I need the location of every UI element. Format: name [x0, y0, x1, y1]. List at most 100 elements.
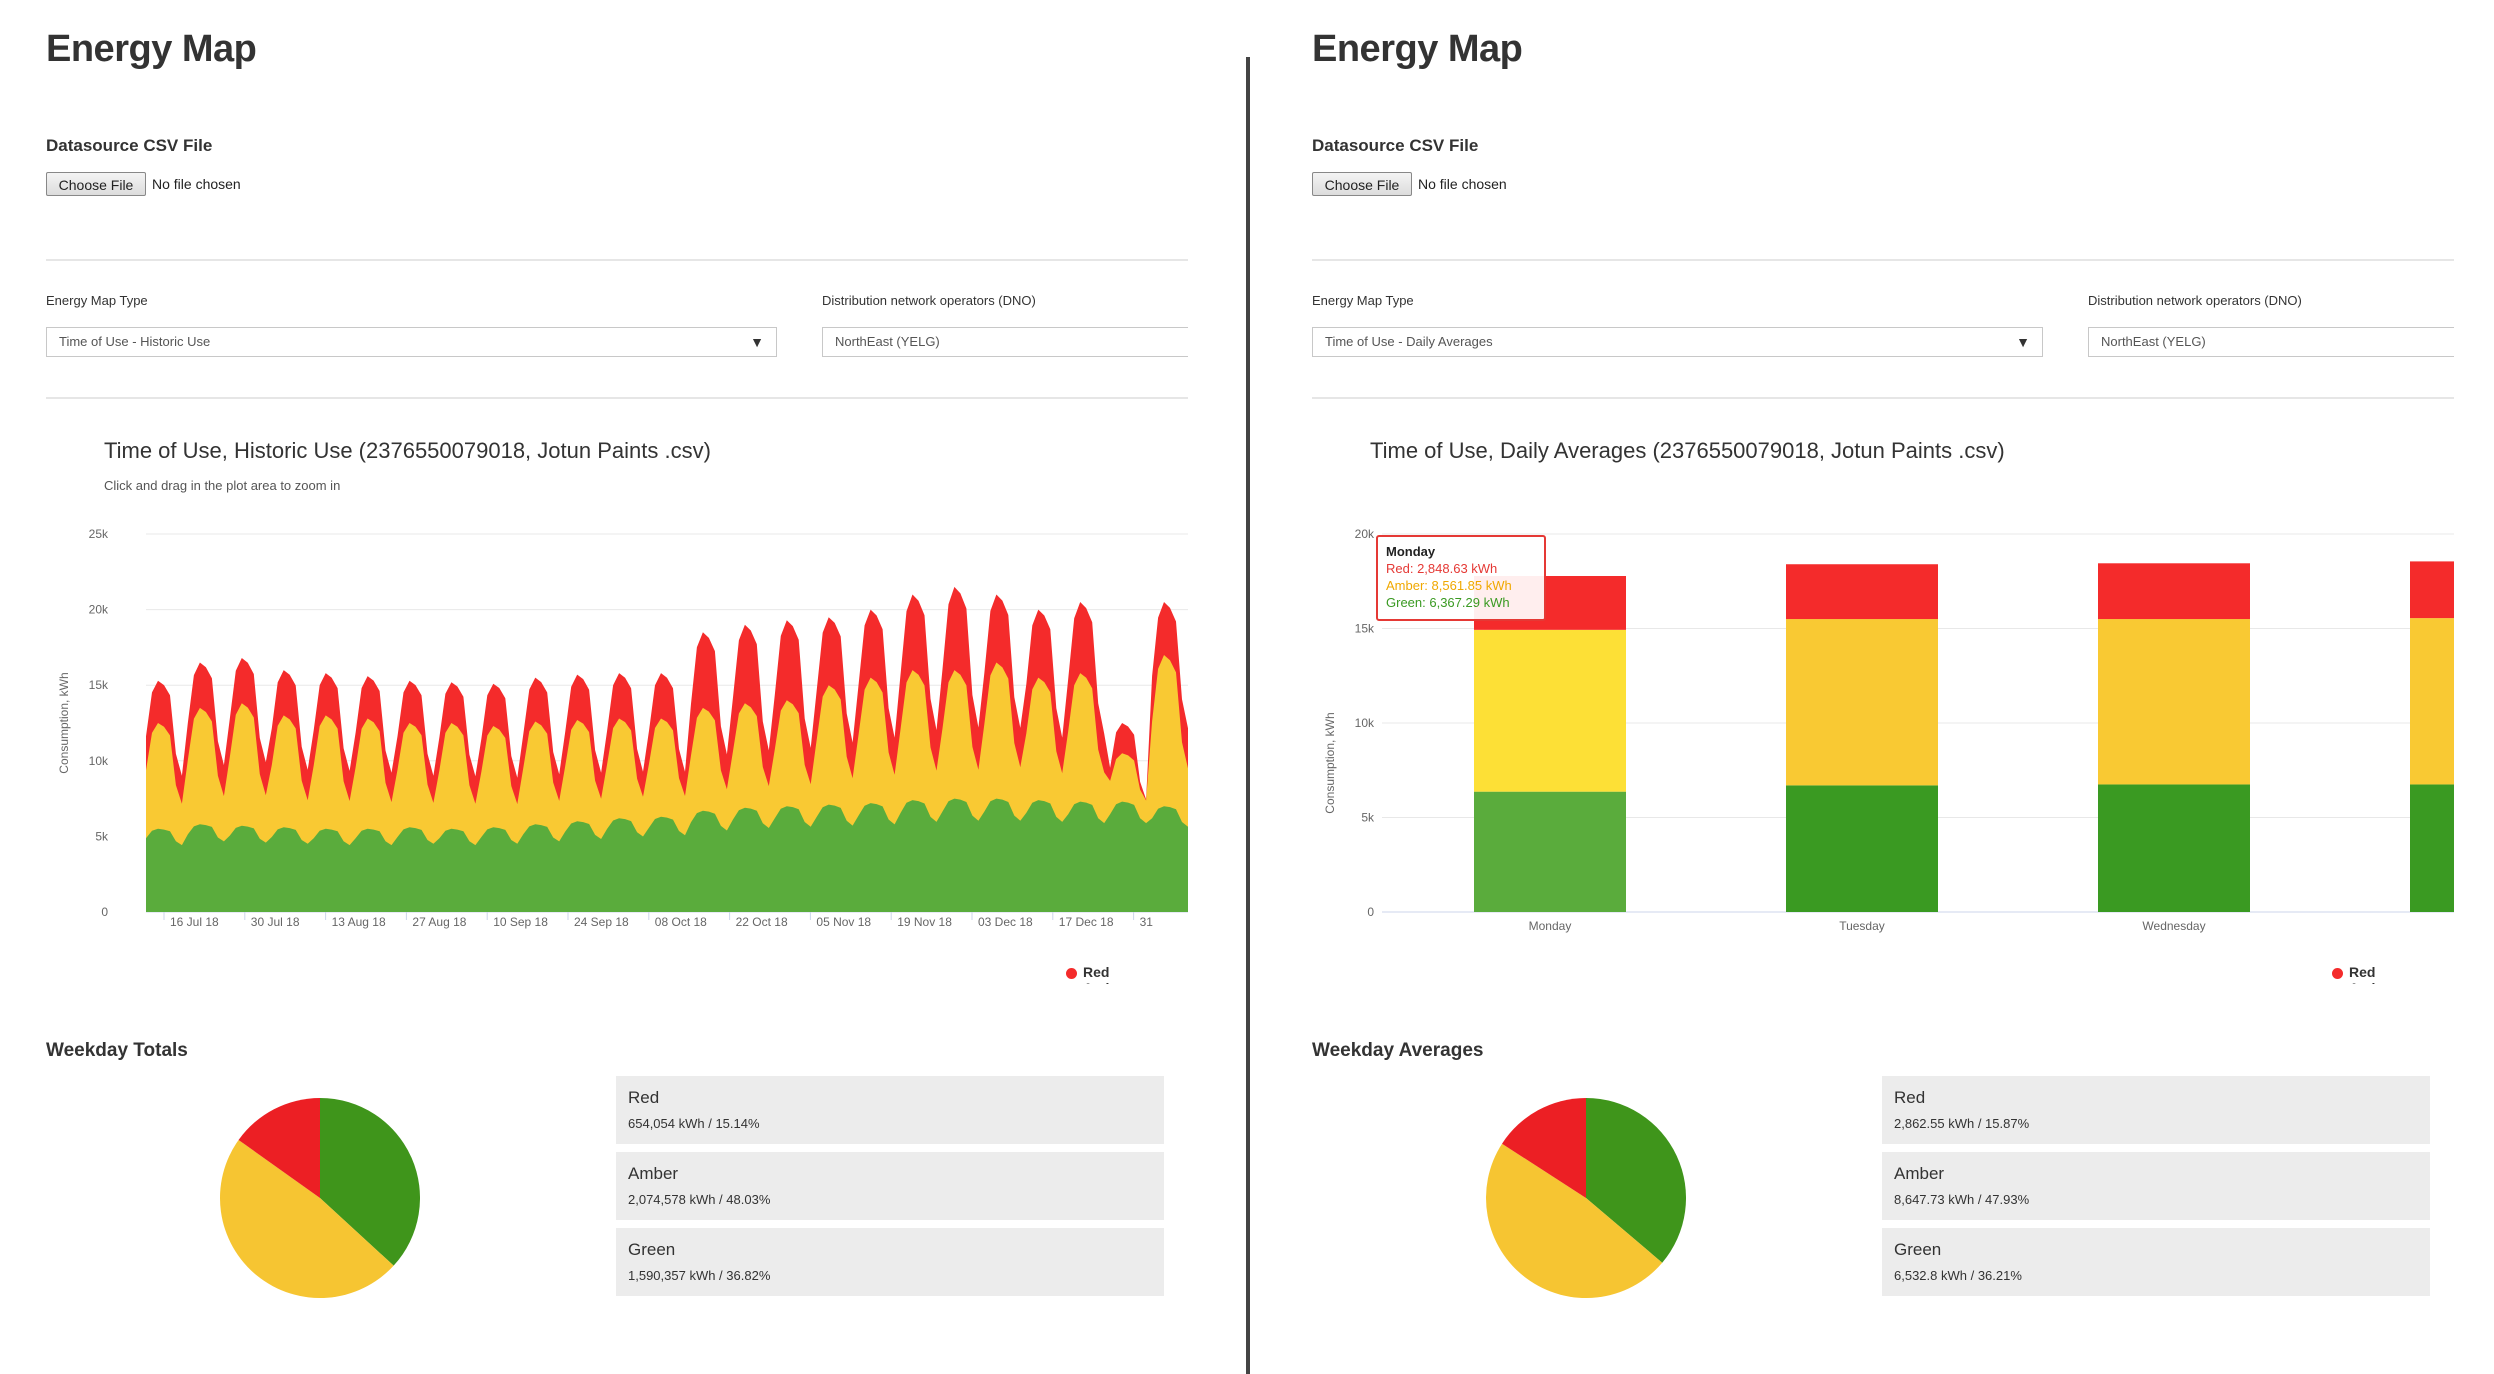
y-tick-label: 10k — [1355, 716, 1375, 730]
stat-name: Green — [1894, 1240, 1942, 1259]
section-title: Weekday Totals — [46, 1040, 188, 1061]
x-tick-label: Monday — [1529, 919, 1572, 933]
tooltip-green: Green: 6,367.29 kWh — [1386, 595, 1510, 610]
bar-green — [1786, 785, 1938, 912]
bar-amber — [2410, 618, 2454, 785]
stat-card-red: Red 2,862.55 kWh / 15.87% — [1882, 1076, 2430, 1144]
choose-file-button[interactable]: Choose File — [1312, 172, 1412, 196]
y-tick-label: 0 — [1367, 905, 1374, 919]
x-tick-label: 10 Sep 18 — [493, 915, 548, 929]
bar-green — [2410, 784, 2454, 912]
bar-red — [1786, 564, 1938, 620]
x-tick-label: 05 Nov 18 — [816, 915, 871, 929]
map-type-label: Energy Map Type — [1312, 293, 1414, 308]
x-tick-label: 03 Dec 18 — [978, 915, 1033, 929]
x-tick-label: 08 Oct 18 — [655, 915, 707, 929]
stat-value: 2,074,578 kWh / 48.03% — [628, 1192, 771, 1207]
legend-item-amber[interactable]: Amber — [2332, 980, 2393, 984]
y-tick-label: 0 — [101, 905, 108, 919]
stat-value: 654,054 kWh / 15.14% — [628, 1116, 760, 1131]
weekday-pie-chart — [220, 1098, 420, 1298]
stat-name: Green — [628, 1240, 676, 1259]
dno-label: Distribution network operators (DNO) — [2088, 293, 2302, 308]
page-title: Energy Map — [46, 28, 257, 70]
legend-item-red[interactable]: Red — [1066, 964, 1109, 980]
file-status: No file chosen — [1418, 176, 1507, 192]
x-tick-label: 30 Jul 18 — [251, 915, 300, 929]
y-axis-label: Consumption, kWh — [57, 672, 71, 773]
file-status: No file chosen — [152, 176, 241, 192]
page-title: Energy Map — [1312, 28, 1523, 70]
stat-card-amber: Amber 8,647.73 kWh / 47.93% — [1882, 1152, 2430, 1220]
x-tick-label: 27 Aug 18 — [412, 915, 466, 929]
legend-dot — [1066, 967, 1077, 979]
y-tick-label: 5k — [95, 829, 109, 843]
weekday-pie-chart — [1486, 1098, 1686, 1298]
chart-subtitle: Click and drag in the plot area to zoom … — [104, 478, 341, 493]
map-type-select[interactable]: Time of Use - Daily Averages ▼ — [1312, 327, 2043, 357]
legend-label: Amber — [1083, 980, 1127, 984]
datasource-label: Datasource CSV File — [46, 136, 213, 155]
x-tick-label: 24 Sep 18 — [574, 915, 629, 929]
dno-label: Distribution network operators (DNO) — [822, 293, 1036, 308]
bar-red — [2098, 563, 2250, 620]
dno-select[interactable]: NorthEast (YELG) — [2088, 327, 2454, 357]
pie-slice-green — [1586, 1098, 1686, 1263]
x-tick-label: 31 — [1140, 915, 1154, 929]
legend-item-amber[interactable]: Amber — [1066, 980, 1127, 984]
divider — [46, 397, 1188, 399]
chart-tooltip: Monday Red: 2,848.63 kWh Amber: 8,561.85… — [1376, 535, 1546, 621]
x-tick-label: 17 Dec 18 — [1059, 915, 1114, 929]
map-type-value: Time of Use - Historic Use — [59, 334, 211, 349]
legend-label: Red — [1083, 964, 1110, 980]
map-type-value: Time of Use - Daily Averages — [1325, 334, 1493, 349]
y-tick-label: 25k — [89, 527, 109, 541]
stat-name: Red — [628, 1088, 660, 1107]
x-tick-label: Tuesday — [1839, 919, 1885, 933]
stat-value: 6,532.8 kWh / 36.21% — [1894, 1268, 2022, 1283]
map-type-select[interactable]: Time of Use - Historic Use ▼ — [46, 327, 777, 357]
y-tick-label: 15k — [1355, 622, 1375, 636]
tooltip-title: Monday — [1386, 544, 1436, 559]
chevron-down-icon: ▼ — [750, 334, 764, 350]
legend-item-red[interactable]: Red — [2332, 964, 2375, 980]
bar-green — [2098, 784, 2250, 912]
chevron-down-icon: ▼ — [2016, 334, 2030, 350]
bar-amber — [1474, 629, 1626, 792]
bar-red — [2410, 561, 2454, 619]
choose-file-button[interactable]: Choose File — [46, 172, 146, 196]
stat-name: Red — [1894, 1088, 1926, 1107]
panel-divider — [1246, 57, 1250, 1374]
section-title: Weekday Averages — [1312, 1040, 1484, 1061]
legend-label: Red — [2349, 964, 2376, 980]
stat-name: Amber — [628, 1164, 679, 1183]
bar-green — [1474, 791, 1626, 912]
stat-card-green: Green 6,532.8 kWh / 36.21% — [1882, 1228, 2430, 1296]
stat-name: Amber — [1894, 1164, 1945, 1183]
bar-amber — [1786, 619, 1938, 786]
pie-slice-red — [1502, 1098, 1586, 1198]
y-tick-label: 15k — [89, 678, 109, 692]
x-tick-label: 19 Nov 18 — [897, 915, 952, 929]
historic-area-chart[interactable]: 0 5k 10k 15k 20k 25k Consumption, kWh 16 Jul 18… — [46, 520, 1188, 950]
series-area-green — [146, 798, 1188, 912]
chart-title: Time of Use, Historic Use (2376550079018… — [104, 438, 711, 463]
chart-title: Time of Use, Daily Averages (23765500790… — [1370, 438, 2005, 463]
legend-dot — [2332, 967, 2343, 979]
y-tick-label: 10k — [89, 754, 109, 768]
x-tick-label: 22 Oct 18 — [736, 915, 788, 929]
pie-slice-amber — [220, 1139, 394, 1298]
bar-amber — [2098, 619, 2250, 785]
stat-card-green: Green 1,590,357 kWh / 36.82% — [616, 1228, 1164, 1296]
dno-select[interactable]: NorthEast (YELG) — [822, 327, 1188, 357]
dno-value: NorthEast (YELG) — [835, 334, 940, 349]
pie-slice-green — [320, 1098, 420, 1266]
legend-label: Amber — [2349, 980, 2393, 984]
stat-value: 8,647.73 kWh / 47.93% — [1894, 1192, 2030, 1207]
panel-daily-averages: Energy Map Datasource CSV File Choose Fi… — [1312, 0, 2492, 1374]
y-axis-label: Consumption, kWh — [1323, 712, 1337, 813]
map-type-label: Energy Map Type — [46, 293, 148, 308]
stat-value: 1,590,357 kWh / 36.82% — [628, 1268, 771, 1283]
pie-slice-red — [238, 1098, 320, 1198]
tooltip-red: Red: 2,848.63 kWh — [1386, 561, 1498, 576]
